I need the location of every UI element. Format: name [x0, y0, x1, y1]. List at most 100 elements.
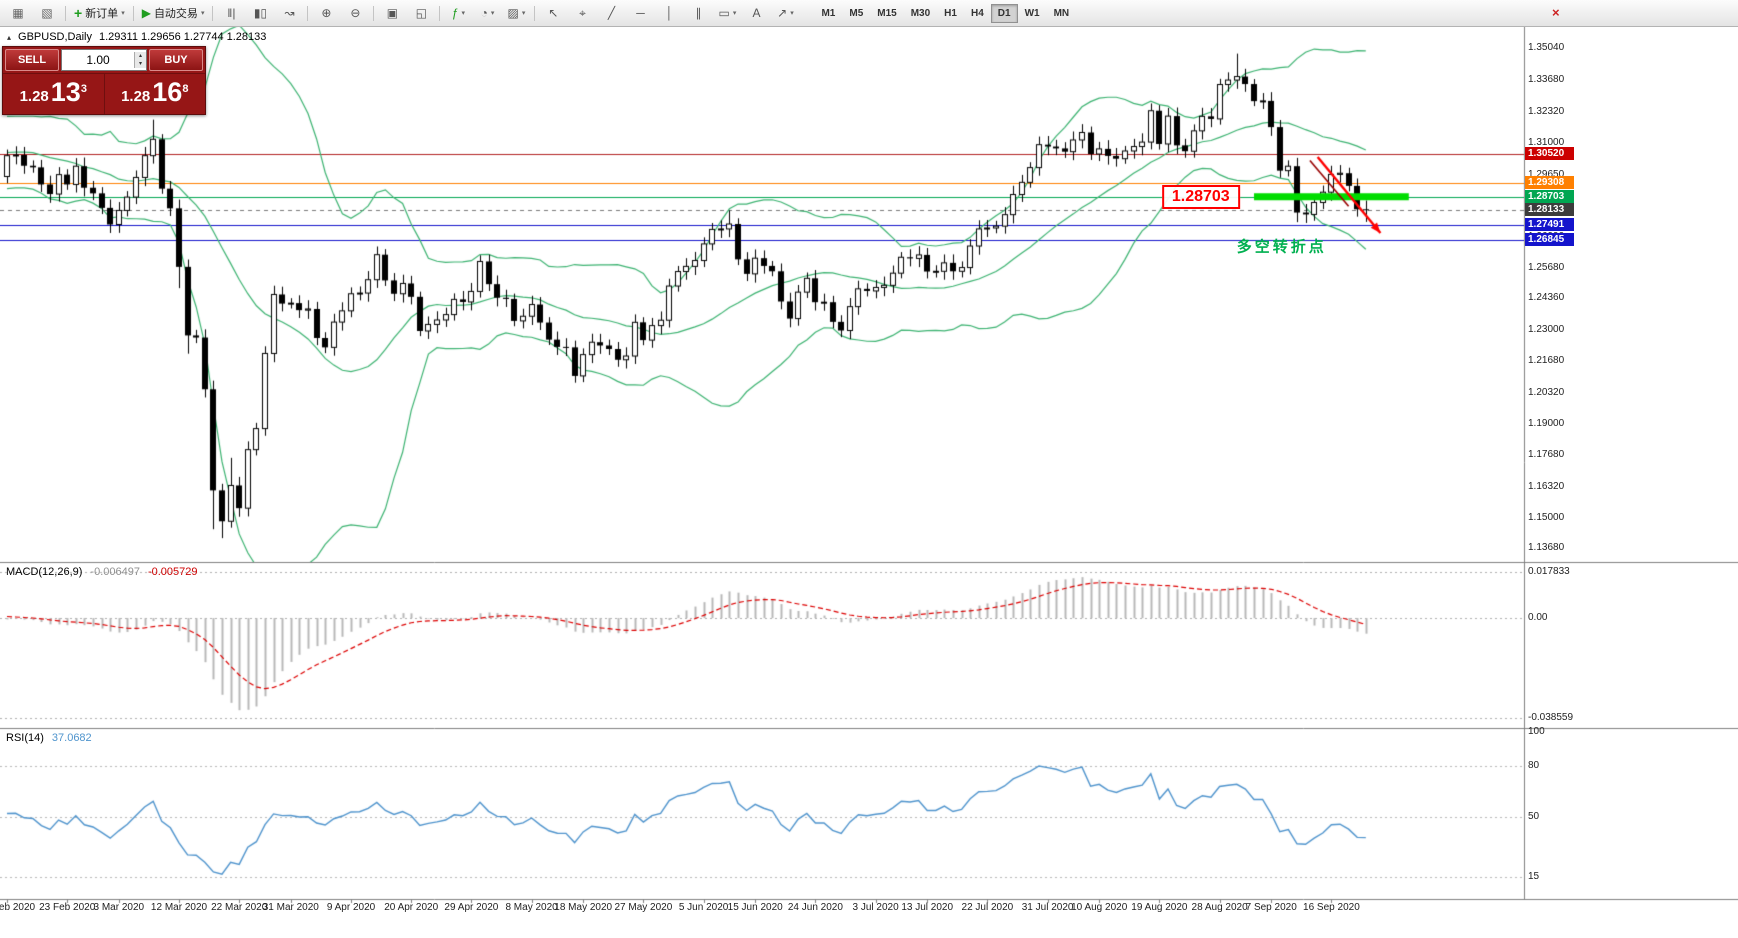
- volume-up-icon[interactable]: ▴: [135, 52, 146, 60]
- symbol-timeframe-label: GBPUSD,Daily: [18, 31, 92, 43]
- chart-title: ▴ GBPUSD,Daily 1.29311 1.29656 1.27744 1…: [7, 31, 266, 43]
- price-axis-label: 1.23000: [1528, 324, 1565, 336]
- zoom-in-button[interactable]: ⊕: [312, 2, 340, 24]
- date-axis-label: 20 Apr 2020: [384, 902, 439, 913]
- auto-trading-button[interactable]: ▶ 自动交易 ▾: [138, 2, 209, 24]
- channel-icon: ∥: [695, 6, 702, 20]
- chevron-down-icon: ▾: [461, 10, 466, 17]
- volume-down-icon[interactable]: ▾: [135, 60, 146, 68]
- tile-windows-icon: ▣: [386, 6, 399, 20]
- date-axis-label: 31 Mar 2020: [262, 902, 319, 913]
- buy-price-major: 1.28: [121, 88, 151, 105]
- chart-line-button[interactable]: ↝: [275, 2, 303, 24]
- shapes-icon: ▭: [718, 6, 730, 20]
- period-h1-button[interactable]: H1: [944, 7, 957, 19]
- price-axis-label: 1.31000: [1528, 137, 1565, 149]
- cursor-button[interactable]: ↖: [539, 2, 567, 24]
- price-axis-label: 1.25680: [1528, 261, 1565, 273]
- indicators-icon: ƒ: [451, 6, 459, 20]
- horizontal-line-button[interactable]: ─: [626, 2, 654, 24]
- buy-button[interactable]: BUY: [149, 49, 203, 71]
- cascade-windows-icon: ◱: [415, 6, 428, 20]
- crosshair-button[interactable]: ⌖: [568, 2, 596, 24]
- date-axis-label: 22 Jul 2020: [961, 902, 1014, 913]
- price-axis-label: 1.13680: [1528, 542, 1565, 554]
- channel-button[interactable]: ∥: [684, 2, 712, 24]
- period-m30-button[interactable]: M30: [910, 7, 931, 19]
- macd-axis-label: 0.00: [1528, 612, 1548, 624]
- date-axis-label: 24 Jun 2020: [787, 902, 843, 913]
- price-axis-label: 1.17680: [1528, 448, 1565, 460]
- price-axis-label: 1.20320: [1528, 387, 1565, 398]
- zoom-out-button[interactable]: ⊖: [341, 2, 369, 24]
- date-axis-label: 3 Jul 2020: [852, 902, 899, 913]
- macd-axis-label: 0.017833: [1528, 565, 1570, 577]
- toolbar-divider: [65, 5, 66, 21]
- date-axis-label: 28 Aug 2020: [1191, 902, 1248, 913]
- macd-signal-value: -0.005729: [147, 566, 198, 578]
- zoom-out-icon: ⊖: [350, 6, 361, 20]
- toolbar-divider: [212, 5, 214, 21]
- new-order-icon: +: [74, 5, 83, 21]
- sell-price[interactable]: 1.28 13 3: [3, 74, 105, 114]
- toolbar-divider: [534, 5, 536, 21]
- vertical-line-icon: │: [665, 6, 674, 20]
- macd-label: MACD(12,26,9) -0.006497 -0.005729: [6, 566, 198, 578]
- chart-candles-button[interactable]: ▮▯: [246, 2, 274, 24]
- period-m15-button[interactable]: M15: [877, 7, 897, 19]
- chart-bars-icon: ‖|: [227, 6, 236, 20]
- date-axis-label: 5 Jun 2020: [678, 902, 729, 913]
- ohlc-values: 1.29311 1.29656 1.27744 1.28133: [98, 31, 267, 43]
- date-axis-label: 13 Jul 2020: [901, 902, 954, 913]
- date-axis-label: 31 Jul 2020: [1021, 902, 1074, 913]
- cascade-windows-button[interactable]: ◱: [407, 2, 435, 24]
- tile-windows-button[interactable]: ▣: [378, 2, 406, 24]
- quote-widget-prices: 1.28 13 3 1.28 16 8: [3, 73, 205, 114]
- date-axis-label: 8 May 2020: [505, 902, 558, 913]
- timeframes-menu-button[interactable]: ◔ ▾: [473, 2, 501, 24]
- chart-line-icon: ↝: [284, 6, 295, 20]
- volume-field: ▴ ▾: [61, 49, 147, 71]
- period-mn-button[interactable]: MN: [1053, 7, 1070, 19]
- volume-input[interactable]: [62, 52, 134, 68]
- price-axis-label: 1.29650: [1528, 168, 1565, 180]
- period-w1-button[interactable]: W1: [1024, 7, 1040, 19]
- text-label-icon: A: [752, 6, 761, 20]
- rsi-axis-label: 80: [1528, 760, 1540, 772]
- price-axis-label: 1.15000: [1528, 511, 1565, 523]
- turning-point-label[interactable]: 多空转折点: [1236, 238, 1327, 256]
- price-line-tag: 1.27491: [1525, 218, 1574, 232]
- price-line-tag: 1.30520: [1525, 147, 1574, 161]
- one-click-trading-widget: SELL ▴ ▾ BUY 1.28 13 3 1.28 16 8: [2, 46, 206, 115]
- macd-axis-label: -0.038559: [1528, 712, 1574, 724]
- period-h4-button[interactable]: H4: [970, 7, 984, 19]
- new-chart-button[interactable]: ▦: [4, 2, 32, 24]
- shapes-button[interactable]: ▭ ▾: [713, 2, 741, 24]
- date-axis-label: 29 Apr 2020: [444, 902, 499, 913]
- date-axis-label: 10 Aug 2020: [1071, 902, 1128, 913]
- chart-bars-button[interactable]: ‖|: [217, 2, 245, 24]
- price-axis-label: 1.33680: [1528, 74, 1565, 86]
- text-label-button[interactable]: A: [742, 2, 770, 24]
- vertical-line-button[interactable]: │: [655, 2, 683, 24]
- horizontal-line-icon: ─: [636, 6, 645, 20]
- sell-button[interactable]: SELL: [5, 49, 59, 71]
- buy-price-sup: 8: [182, 83, 189, 95]
- new-order-button[interactable]: + 新订单 ▾: [70, 2, 129, 24]
- buy-price[interactable]: 1.28 16 8: [105, 74, 206, 114]
- close-icon[interactable]: ×: [1552, 5, 1560, 20]
- trendline-button[interactable]: ╱: [597, 2, 625, 24]
- period-d1-button[interactable]: D1: [990, 3, 1018, 23]
- toolbar-divider: [439, 5, 441, 21]
- support-level-label[interactable]: 1.28703: [1161, 184, 1240, 209]
- date-axis-label: 22 Mar 2020: [211, 902, 268, 913]
- toolbar: ▦ ▧ + 新订单 ▾ ▶ 自动交易 ▾ ‖| ▮▯ ↝ ⊕ ⊖ ▣ ◱ ƒ ▾ ◔ ▾ ▨ ▾ ↖ ⌖ ╱ ─ │ ∥ ▭ ▾ A ↗ ▾ M…: [0, 0, 1738, 27]
- period-m1-button[interactable]: M1: [821, 7, 836, 19]
- price-line-tag: 1.29308: [1525, 175, 1574, 189]
- indicators-button[interactable]: ƒ ▾: [444, 2, 472, 24]
- period-m5-button[interactable]: M5: [849, 7, 864, 19]
- arrows-tool-button[interactable]: ↗ ▾: [771, 2, 799, 24]
- templates-button[interactable]: ▨ ▾: [502, 2, 530, 24]
- profiles-button[interactable]: ▧: [33, 2, 61, 24]
